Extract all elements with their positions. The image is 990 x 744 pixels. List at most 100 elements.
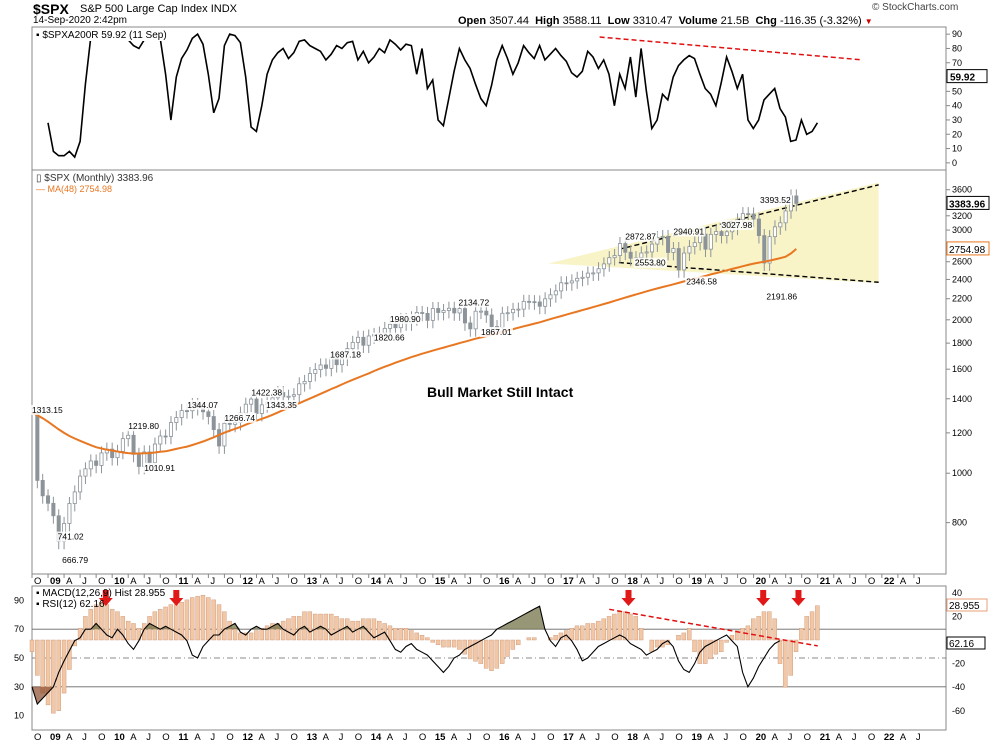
top-y-tick: 20 bbox=[952, 129, 962, 139]
macd-hist-bar bbox=[622, 611, 628, 641]
candle-body bbox=[420, 312, 425, 314]
price-annotation: 1010.91 bbox=[144, 463, 175, 473]
macd-hist-bar bbox=[804, 616, 809, 641]
macd-hist-bar bbox=[799, 628, 804, 641]
price-x-tick: A bbox=[643, 576, 650, 587]
candle-body bbox=[489, 314, 494, 327]
price-annotation: 666.79 bbox=[62, 555, 88, 565]
macd-x-tick: 15 bbox=[435, 732, 446, 743]
macd-hist-bar bbox=[457, 639, 462, 650]
macd-hist-bar bbox=[377, 620, 382, 641]
macd-y-tick: -40 bbox=[952, 682, 965, 692]
price-annotation: 2940.91 bbox=[673, 226, 704, 236]
macd-hist-bar bbox=[425, 637, 430, 641]
price-x-tick: O bbox=[162, 576, 169, 587]
candle-body bbox=[617, 243, 622, 256]
candle-body bbox=[222, 422, 227, 447]
candle-body bbox=[478, 310, 483, 313]
macd-x-tick: J bbox=[403, 732, 408, 743]
macd-x-tick: 18 bbox=[627, 732, 638, 743]
macd-x-tick: O bbox=[419, 732, 426, 743]
macd-hist-bar bbox=[264, 625, 270, 641]
candle-body bbox=[607, 257, 612, 265]
candle-body bbox=[254, 398, 259, 414]
macd-hist-bar bbox=[478, 639, 484, 664]
price-x-tick: J bbox=[595, 576, 600, 587]
price-x-tick: O bbox=[547, 576, 554, 587]
macd-x-tick: O bbox=[804, 732, 811, 743]
price-x-tick: A bbox=[900, 576, 907, 587]
high-value: 3588.11 bbox=[562, 15, 602, 27]
low-label: Low bbox=[607, 15, 630, 27]
high-label: High bbox=[535, 15, 560, 27]
price-x-tick: O bbox=[419, 576, 426, 587]
macd-legend-text: MACD(12,26,9) Hist 28.955 bbox=[42, 588, 166, 599]
candle-body bbox=[548, 294, 553, 300]
price-x-tick: A bbox=[258, 576, 265, 587]
candle-body bbox=[51, 502, 56, 517]
macd-x-tick: 16 bbox=[499, 732, 510, 743]
price-annotation: 2134.72 bbox=[459, 297, 490, 307]
top-y-tick: 50 bbox=[952, 86, 962, 96]
price-x-tick: O bbox=[98, 576, 105, 587]
macd-hist-bar bbox=[334, 616, 339, 641]
macd-hist-bar bbox=[243, 632, 248, 641]
price-x-tick: J bbox=[916, 576, 921, 587]
macd-hist-bar bbox=[483, 639, 489, 669]
macd-x-tick: J bbox=[531, 732, 536, 743]
macd-hist-bar bbox=[740, 628, 745, 641]
price-annotation-bg bbox=[329, 349, 363, 360]
candle-body bbox=[708, 233, 713, 250]
top-last-value-box bbox=[946, 69, 988, 84]
macd-x-tick: J bbox=[595, 732, 600, 743]
candle-body bbox=[259, 404, 264, 414]
candle-body bbox=[778, 222, 783, 228]
volume-label: Volume bbox=[678, 15, 718, 27]
candle-body bbox=[78, 475, 83, 493]
macd-hist-bar bbox=[783, 639, 788, 688]
macd-hist-bar bbox=[67, 639, 72, 670]
candle-body bbox=[521, 300, 526, 310]
macd-x-tick: 10 bbox=[114, 732, 125, 743]
candle-body bbox=[126, 434, 131, 440]
candle-body bbox=[666, 236, 671, 253]
top-y-tick: 70 bbox=[952, 58, 962, 68]
candle-body bbox=[537, 301, 542, 307]
macd-x-tick: O bbox=[868, 732, 875, 743]
candle-body bbox=[361, 336, 366, 346]
candle-body bbox=[591, 272, 596, 275]
macd-resistance-line bbox=[609, 608, 818, 647]
macd-y-tick: 20 bbox=[952, 611, 962, 621]
price-x-tick: 21 bbox=[820, 576, 831, 587]
macd-x-tick: O bbox=[675, 732, 682, 743]
macd-hist-bar bbox=[441, 639, 446, 648]
macd-hist-bar bbox=[222, 611, 227, 641]
macd-x-tick: 11 bbox=[178, 732, 189, 743]
macd-x-tick: A bbox=[579, 732, 586, 743]
price-x-tick: O bbox=[34, 576, 41, 587]
macd-x-tick: 17 bbox=[563, 732, 574, 743]
price-annotation-bg bbox=[265, 399, 299, 410]
macd-x-tick: A bbox=[643, 732, 650, 743]
ma-legend-text: MA(48) 2754.98 bbox=[47, 184, 113, 194]
price-annotation: 1687.18 bbox=[330, 349, 361, 359]
macd-x-tick: O bbox=[291, 732, 298, 743]
price-annotation-bg bbox=[765, 291, 799, 302]
macd-x-tick: A bbox=[451, 732, 458, 743]
price-annotation: 3027.98 bbox=[722, 220, 753, 230]
macd-y-tick: -60 bbox=[952, 706, 965, 716]
macd-x-tick: A bbox=[900, 732, 907, 743]
price-y-tick: 1000 bbox=[952, 468, 972, 478]
price-x-tick: A bbox=[772, 576, 779, 587]
price-x-tick: A bbox=[707, 576, 714, 587]
macd-hist-bar bbox=[174, 604, 179, 641]
candle-body bbox=[291, 394, 296, 397]
candle-body bbox=[185, 410, 190, 413]
price-x-tick: O bbox=[291, 576, 298, 587]
top-y-tick: 10 bbox=[952, 144, 962, 154]
price-annotation-bg bbox=[672, 226, 706, 237]
price-annotation-bg bbox=[127, 421, 161, 432]
price-legend: ▯ $SPX (Monthly) 3383.96 bbox=[36, 173, 154, 184]
